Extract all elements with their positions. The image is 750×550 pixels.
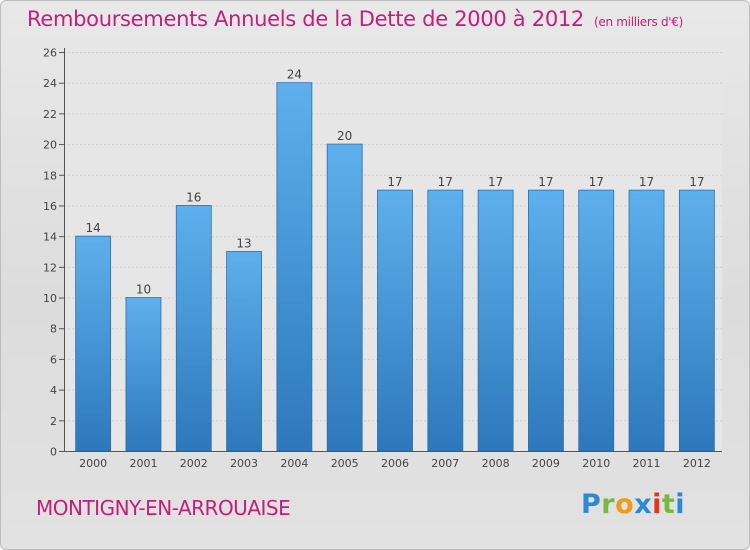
x-tick-label: 2000 <box>79 457 107 470</box>
y-tick-label: 22 <box>43 108 57 121</box>
bar-2002 <box>175 205 212 452</box>
data-label: 17 <box>438 175 453 189</box>
bar-2001 <box>125 297 162 452</box>
data-label: 17 <box>538 175 553 189</box>
data-label: 13 <box>236 237 251 251</box>
data-label: 24 <box>287 68 302 82</box>
y-tick-label: 16 <box>43 200 57 213</box>
data-label: 16 <box>186 190 201 204</box>
logo-letter: i <box>675 489 686 520</box>
y-tick-label: 0 <box>50 446 57 459</box>
bar-2010 <box>578 189 615 452</box>
x-tick-label: 2005 <box>331 457 359 470</box>
bar-2006 <box>377 189 413 452</box>
data-label: 20 <box>337 129 352 143</box>
y-tick-label: 12 <box>43 261 57 274</box>
chart-title: Remboursements Annuels de la Dette de 20… <box>27 7 683 31</box>
data-label: 17 <box>639 175 654 189</box>
y-tick-label: 14 <box>43 231 57 244</box>
bar-2009 <box>528 189 564 452</box>
bar-2007 <box>427 189 464 452</box>
x-tick-label: 2011 <box>633 457 661 470</box>
bar-2004 <box>276 82 313 452</box>
x-tick-label: 2007 <box>431 457 459 470</box>
x-tick-label: 2001 <box>129 457 157 470</box>
data-label: 17 <box>689 175 704 189</box>
data-label: 17 <box>589 175 604 189</box>
proxiti-logo: Proxiti <box>581 489 685 520</box>
bar-2000 <box>75 235 112 452</box>
bar-2012 <box>678 189 715 452</box>
x-tick-label: 2003 <box>230 457 258 470</box>
y-tick-label: 4 <box>50 384 57 397</box>
y-tick-label: 8 <box>50 323 57 336</box>
unit-note: (en milliers d'€) <box>594 15 684 29</box>
y-tick-label: 6 <box>50 353 57 366</box>
bar-layer: 14 10 16 13 24 20 17 17 17 17 17 17 17 <box>75 68 715 452</box>
commune-name: MONTIGNY-EN-ARROUAISE <box>36 496 291 520</box>
x-tick-label: 2002 <box>180 457 208 470</box>
bar-2005 <box>326 143 363 452</box>
logo-letter: P <box>581 489 602 520</box>
data-label: 17 <box>387 175 402 189</box>
y-tick-label: 10 <box>43 292 57 305</box>
x-tick-label: 2004 <box>280 457 308 470</box>
logo-letter: i <box>652 489 662 520</box>
x-tick-label: 2009 <box>532 457 560 470</box>
bar-2003 <box>226 251 262 452</box>
chart-title-text: Remboursements Annuels de la Dette de 20… <box>27 7 584 31</box>
y-tick-label: 2 <box>50 415 57 428</box>
x-tick-label: 2010 <box>582 457 610 470</box>
logo-letter: r <box>601 489 616 520</box>
x-tick-label: 2006 <box>381 457 409 470</box>
data-label: 17 <box>488 175 503 189</box>
y-tick-label: 26 <box>43 47 57 60</box>
y-tick-label: 24 <box>43 77 57 90</box>
y-tick-label: 18 <box>43 169 57 182</box>
logo-letter: o <box>615 489 635 520</box>
logo-letter: t <box>661 489 676 520</box>
x-tick-label: 2008 <box>482 457 510 470</box>
data-label: 10 <box>136 283 151 297</box>
y-tick-label: 20 <box>43 139 57 152</box>
data-label: 14 <box>86 221 101 235</box>
bar-2011 <box>628 189 665 452</box>
logo-letter: x <box>634 489 653 520</box>
x-tick-label: 2012 <box>683 457 711 470</box>
bar-2008 <box>477 189 514 452</box>
